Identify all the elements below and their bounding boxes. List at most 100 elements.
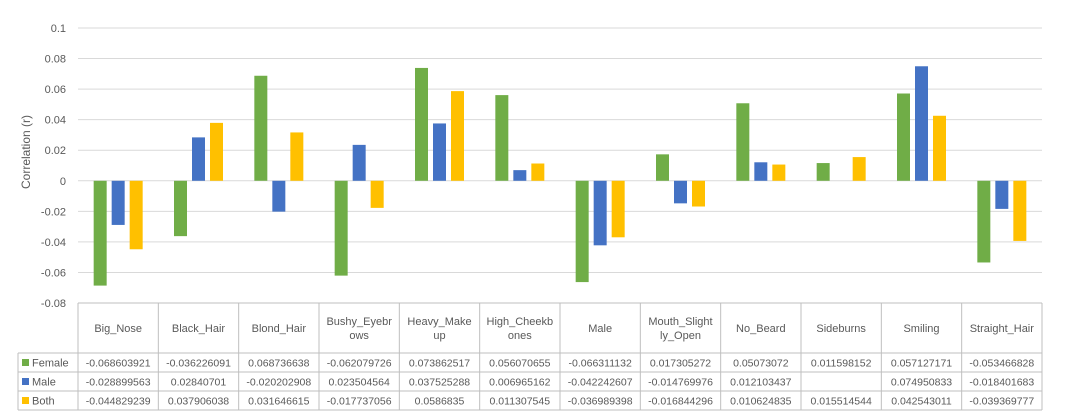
table-value: -0.018401683 bbox=[969, 377, 1034, 389]
category-label: Bushy_Eyebr bbox=[326, 316, 392, 328]
legend-label: Male bbox=[32, 377, 56, 389]
category-label: up bbox=[433, 330, 445, 342]
y-tick-label: -0.08 bbox=[41, 298, 66, 310]
bar-both bbox=[852, 157, 866, 181]
table-value: 0.017305272 bbox=[650, 358, 711, 370]
table-value: 0.015514544 bbox=[811, 396, 872, 408]
y-tick-label: 0.06 bbox=[45, 84, 66, 96]
table-value: 0.010624835 bbox=[730, 396, 791, 408]
legend-label: Female bbox=[32, 358, 69, 370]
table-value: 0.011598152 bbox=[811, 358, 872, 370]
table-value: -0.062079726 bbox=[327, 358, 392, 370]
table-value: 0.0586835 bbox=[415, 396, 465, 408]
bar-male bbox=[593, 180, 607, 246]
category-label: High_Cheekb bbox=[487, 316, 554, 328]
category-label: Straight_Hair bbox=[970, 323, 1035, 335]
bar-female bbox=[174, 180, 187, 237]
data-table: Big_Nose Black_Hair Blond_Hair Bushy_Eyebro… bbox=[17, 302, 1043, 411]
table-value: -0.042242607 bbox=[568, 377, 633, 389]
table-value: 0.037525288 bbox=[409, 377, 470, 389]
table-value: 0.012103437 bbox=[730, 377, 791, 389]
bar-male bbox=[754, 162, 768, 181]
bar-male bbox=[433, 123, 446, 181]
category-label: Smiling bbox=[903, 323, 939, 335]
y-tick-label: 0.02 bbox=[45, 145, 66, 157]
bar-both bbox=[933, 115, 946, 181]
bar-female bbox=[575, 180, 589, 283]
category-label: Black_Hair bbox=[172, 323, 226, 335]
y-tick-label: 0.04 bbox=[45, 115, 66, 127]
legend-key-both bbox=[22, 397, 29, 404]
bar-male bbox=[111, 180, 125, 225]
bar-both bbox=[772, 164, 786, 181]
table-value: -0.066311132 bbox=[569, 358, 632, 370]
y-tick-label: 0.08 bbox=[45, 54, 66, 66]
table-value: -0.068603921 bbox=[86, 358, 151, 370]
bar-male bbox=[352, 144, 366, 181]
table-value: -0.036226091 bbox=[166, 358, 231, 370]
table-value: 0.074950833 bbox=[891, 377, 952, 389]
bar-both bbox=[210, 122, 223, 181]
bar-male bbox=[995, 180, 1009, 209]
table-value: -0.036989398 bbox=[568, 396, 633, 408]
table-value: 0.042543011 bbox=[891, 396, 952, 408]
bar-female bbox=[254, 75, 268, 181]
category-label: No_Beard bbox=[736, 323, 786, 335]
bar-male bbox=[674, 180, 687, 204]
category-label: ly_Open bbox=[660, 330, 701, 342]
bar-both bbox=[290, 132, 304, 181]
legend-key-female bbox=[22, 359, 29, 366]
category-label: Blond_Hair bbox=[252, 323, 307, 335]
bar-male bbox=[192, 137, 205, 181]
bar-female bbox=[415, 67, 428, 181]
legend-key-male bbox=[22, 378, 29, 385]
bar-male bbox=[915, 66, 928, 181]
y-tick-label: -0.02 bbox=[41, 206, 66, 218]
bar-female bbox=[897, 93, 910, 181]
legend-label: Both bbox=[32, 396, 55, 408]
table-value: 0.068736638 bbox=[248, 358, 309, 370]
bar-both bbox=[129, 180, 143, 250]
bar-female bbox=[495, 95, 509, 181]
table-value: -0.016844296 bbox=[648, 396, 713, 408]
bar-both bbox=[692, 180, 705, 207]
table-value: 0.05073072 bbox=[733, 358, 789, 370]
table-value: -0.053466828 bbox=[969, 358, 1034, 370]
bar-both bbox=[611, 180, 625, 238]
table-value: -0.020202908 bbox=[246, 377, 311, 389]
y-tick-label: -0.06 bbox=[41, 267, 66, 279]
category-label: ows bbox=[349, 330, 369, 342]
bar-both bbox=[531, 163, 545, 181]
table-value: 0.031646615 bbox=[248, 396, 309, 408]
y-tick-label: -0.04 bbox=[41, 237, 66, 249]
bars bbox=[93, 66, 1027, 286]
category-label: Sideburns bbox=[816, 323, 866, 335]
table-value: 0.056070655 bbox=[489, 358, 550, 370]
table-value: 0.006965162 bbox=[489, 377, 550, 389]
category-label: Big_Nose bbox=[94, 323, 142, 335]
table-value: -0.044829239 bbox=[86, 396, 151, 408]
bar-female bbox=[93, 180, 107, 286]
table-value: 0.02840701 bbox=[171, 377, 227, 389]
bar-female bbox=[736, 103, 750, 181]
table-value: 0.073862517 bbox=[409, 358, 470, 370]
table-value: 0.057127171 bbox=[891, 358, 952, 370]
y-tick-label: 0.1 bbox=[51, 23, 66, 35]
category-label: Heavy_Make bbox=[407, 316, 471, 328]
category-label: Male bbox=[588, 323, 612, 335]
table-value: -0.017737056 bbox=[327, 396, 392, 408]
bar-female bbox=[656, 154, 669, 181]
bar-male bbox=[513, 170, 527, 181]
bar-male bbox=[272, 180, 286, 212]
y-axis-ticks: 0.1 0.08 0.06 0.04 0.02 0 -0.02 -0.04 -0.06 -0.08 bbox=[41, 23, 66, 310]
bar-both bbox=[1013, 180, 1027, 241]
table-value: -0.039369777 bbox=[969, 396, 1034, 408]
bar-female bbox=[816, 163, 830, 181]
bar-both bbox=[370, 180, 384, 208]
table-value: 0.011307545 bbox=[490, 396, 551, 408]
bar-both bbox=[451, 91, 464, 181]
table-value: 0.023504564 bbox=[329, 377, 390, 389]
table-value: -0.014769976 bbox=[648, 377, 713, 389]
y-axis-label: Correlation (r) bbox=[19, 115, 33, 189]
